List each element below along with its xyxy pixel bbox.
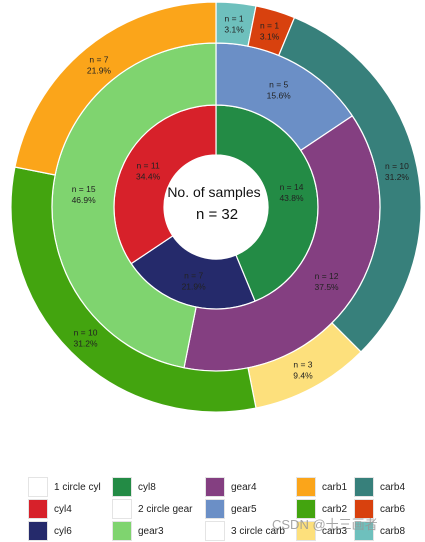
legend-label: cyl8 (138, 481, 156, 493)
legend-key (354, 499, 374, 519)
legend-key (296, 499, 316, 519)
legend-key (205, 499, 225, 519)
slice-label-percent-cyl6: 21.9% (182, 282, 207, 292)
slice-label-percent-gear4: 37.5% (315, 282, 340, 292)
legend-item: 3 circle carb (205, 520, 285, 542)
legend-key (205, 477, 225, 497)
legend-key (354, 477, 374, 497)
legend-item: gear3 (112, 520, 164, 542)
slice-label-percent-cyl8: 43.8% (279, 193, 304, 203)
legend-key (28, 477, 48, 497)
legend-label: gear5 (231, 503, 257, 515)
slice-label-percent-carb8: 3.1% (224, 24, 244, 34)
legend-item: carb8 (354, 520, 405, 542)
legend-item: carb3 (296, 520, 347, 542)
slice-label-percent-carb1: 21.9% (87, 65, 112, 75)
slice-label-count-carb8: n = 1 (225, 13, 244, 23)
legend-item: carb6 (354, 498, 405, 520)
slice-label-count-carb4: n = 10 (385, 161, 409, 171)
legend-key (28, 521, 48, 541)
legend-item: carb2 (296, 498, 347, 520)
slice-label-percent-carb3: 9.4% (293, 371, 313, 381)
slice-label-count-carb1: n = 7 (89, 54, 108, 64)
legend-label: gear4 (231, 481, 257, 493)
legend-item: 2 circle gear (112, 498, 192, 520)
legend-item: carb4 (354, 476, 405, 498)
center-title: No. of samples (167, 184, 260, 200)
legend-item: cyl6 (28, 520, 72, 542)
legend-label: 1 circle cyl (54, 481, 101, 493)
legend-label: cyl4 (54, 503, 72, 515)
slice-label-count-carb2: n = 10 (74, 327, 98, 337)
legend-label: gear3 (138, 525, 164, 537)
legend-item: cyl4 (28, 498, 72, 520)
center-hole (164, 155, 268, 259)
legend-item: 1 circle cyl (28, 476, 101, 498)
legend-key (296, 477, 316, 497)
legend-key (28, 499, 48, 519)
legend-key (112, 521, 132, 541)
slice-label-count-cyl4: n = 11 (136, 161, 160, 171)
legend-label: 2 circle gear (138, 503, 193, 515)
legend-key (296, 521, 316, 541)
slice-label-count-gear3: n = 15 (72, 184, 96, 194)
slice-label-count-gear5: n = 5 (269, 80, 288, 90)
slice-label-count-cyl6: n = 7 (184, 271, 203, 281)
slice-label-percent-gear5: 15.6% (267, 91, 292, 101)
slice-label-count-carb3: n = 3 (293, 360, 312, 370)
slice-label-count-carb6: n = 1 (260, 20, 279, 30)
legend-label: carb3 (322, 525, 348, 537)
legend-item: carb1 (296, 476, 347, 498)
legend-item: cyl8 (112, 476, 156, 498)
legend-label: carb1 (322, 481, 348, 493)
legend-label: carb2 (322, 503, 348, 515)
slice-carb1 (14, 1, 217, 176)
slice-label-percent-carb6: 3.1% (260, 31, 280, 41)
legend-label: carb4 (380, 481, 406, 493)
legend: 1 circle cyl cyl4 cyl6 cyl8 2 circle gear gea… (0, 472, 425, 542)
legend-label: carb6 (380, 503, 406, 515)
legend-label: 3 circle carb (231, 525, 285, 537)
slice-label-percent-carb2: 31.2% (73, 338, 98, 348)
slice-label-count-gear4: n = 12 (315, 271, 339, 281)
legend-item: gear5 (205, 498, 257, 520)
watermark: CSDN @十三画者 (272, 517, 378, 532)
slice-label-percent-gear3: 46.9% (72, 195, 97, 205)
legend-key (354, 521, 374, 541)
legend-key (205, 521, 225, 541)
legend-key (112, 477, 132, 497)
center-count: n = 32 (196, 206, 238, 223)
legend-label: cyl6 (54, 525, 72, 537)
slice-label-percent-carb4: 31.2% (385, 172, 410, 182)
slice-label-percent-cyl4: 34.4% (136, 172, 161, 182)
slice-label-count-cyl8: n = 14 (280, 182, 304, 192)
legend-key (112, 499, 132, 519)
legend-label: carb8 (380, 525, 406, 537)
slices-layer (10, 1, 422, 413)
legend-item: gear4 (205, 476, 257, 498)
